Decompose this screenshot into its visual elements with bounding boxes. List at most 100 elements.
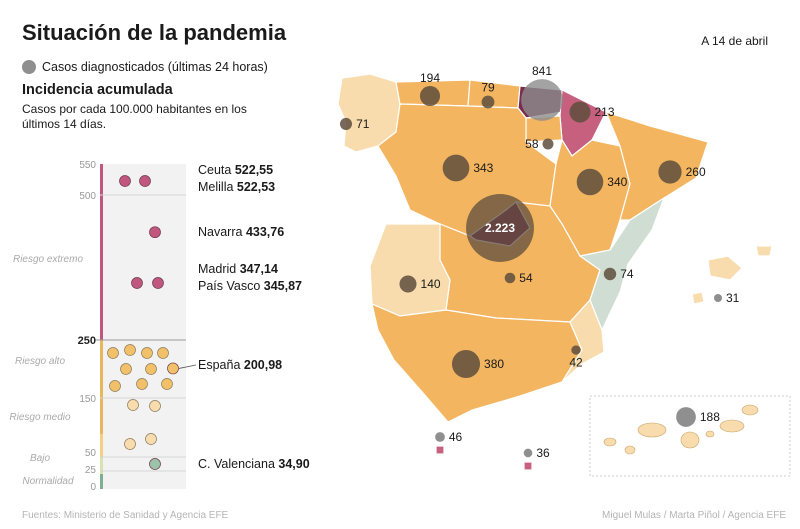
band-low-label: Bajo: [30, 453, 50, 464]
extreme-risk-bar: [100, 164, 103, 340]
tick-550: 550: [79, 160, 96, 171]
region-murcia: [561, 298, 605, 383]
tick-50: 50: [85, 448, 97, 459]
tick-500: 500: [79, 191, 96, 202]
case-bubble: [658, 160, 682, 184]
case-label: 380: [484, 357, 504, 371]
region-dot: [145, 363, 157, 375]
case-label: 54: [519, 271, 533, 285]
island: [637, 422, 667, 438]
incidence-point: [149, 458, 161, 470]
canarias-islands: [603, 404, 759, 455]
case-bubble: [542, 138, 554, 150]
case-label: 194: [420, 71, 440, 85]
credit-note: Miguel Mulas / Marta Piñol / Agencia EFE: [602, 510, 786, 521]
case-bubble: [504, 272, 516, 284]
case-label: 79: [481, 81, 495, 95]
case-label: 213: [595, 105, 615, 119]
case-label: 36: [536, 446, 550, 460]
case-label: 340: [607, 175, 627, 189]
region-dot: [107, 347, 119, 359]
region-dot: [161, 378, 173, 390]
band-extreme-label: Riesgo extremo: [13, 254, 83, 265]
case-bubble: [521, 79, 563, 121]
case-label: 74: [620, 267, 634, 281]
incidence-point: [139, 175, 151, 187]
high-risk-bar: [100, 340, 103, 434]
page-title: Situación de la pandemia: [22, 20, 287, 45]
case-bubble: [576, 168, 604, 196]
band-normal-label: Normalidad: [22, 476, 74, 487]
incidence-point: [149, 226, 161, 239]
island: [624, 445, 636, 455]
region-dot: [157, 347, 169, 359]
case-bubble: [399, 275, 417, 293]
date-label: A 14 de abril: [701, 34, 768, 48]
band-high-label: Riesgo alto: [15, 356, 65, 367]
tick-25: 25: [85, 465, 97, 476]
band-extreme-line-1: Riesgo extremo: [13, 254, 83, 265]
band-medium-label: Riesgo medio: [9, 412, 71, 423]
region-dot: [124, 438, 136, 450]
incidence-label: España 200,98: [198, 358, 282, 372]
scale-background: [100, 164, 186, 489]
incidence-point: [131, 277, 143, 289]
case-bubble: [523, 448, 533, 458]
case-bubble: [435, 432, 445, 442]
case-bubble: [442, 154, 470, 182]
spain-map: 71 194 79 841 213 58 343 340 260 2.223 54 74 31 140 38…: [337, 64, 791, 477]
region-dots: [107, 344, 173, 450]
incidence-point: [167, 362, 179, 375]
normal-bar: [100, 474, 103, 489]
case-label: 2.223: [485, 221, 515, 235]
incidence-label: País Vasco 345,87: [198, 279, 302, 293]
region-dot: [145, 433, 157, 445]
region-dot: [109, 380, 121, 392]
incidence-scale-chart: 550 500 250 150 50 25 0 Riesgo extremo R…: [9, 160, 310, 490]
incidence-point: [119, 175, 131, 187]
incidence-point: [152, 277, 164, 289]
case-bubble: [571, 345, 581, 355]
case-bubble: [676, 407, 696, 427]
island: [603, 437, 617, 447]
island: [741, 404, 759, 416]
incidence-label: Navarra 433,76: [198, 225, 284, 239]
island: [705, 430, 715, 438]
labeled-region-marks: Ceuta 522,55 Melilla 522,53 Navarra 433,76…: [119, 163, 310, 471]
source-note: Fuentes: Ministerio de Sanidad y Agencia…: [22, 510, 229, 521]
region-valencia: [578, 196, 666, 332]
case-bubble: [481, 95, 495, 109]
island: [680, 431, 700, 449]
tick-150: 150: [79, 394, 96, 405]
case-label: 343: [473, 161, 493, 175]
case-label: 71: [356, 117, 370, 131]
cases-legend: Casos diagnosticados (últimas 24 horas): [22, 60, 268, 74]
incidence-label: Madrid 347,14: [198, 262, 278, 276]
case-bubble: [713, 293, 723, 303]
case-label: 58: [525, 137, 539, 151]
region-baleares: [691, 245, 773, 305]
region-dot: [149, 400, 161, 412]
ceuta-marker: [435, 445, 445, 455]
case-label: 260: [686, 165, 706, 179]
case-label: 188: [700, 410, 720, 424]
case-bubble: [339, 117, 353, 131]
island: [719, 419, 745, 433]
tick-250: 250: [78, 335, 96, 347]
incidence-label: Ceuta 522,55: [198, 163, 273, 177]
region-extremadura: [369, 223, 451, 317]
incidence-title: Incidencia acumulada: [22, 82, 173, 98]
case-bubble: [451, 349, 481, 379]
incidence-subtitle: Casos por cada 100.000 habitantes en los…: [22, 102, 247, 131]
case-label: 841: [532, 64, 552, 78]
melilla-marker: [523, 461, 533, 471]
case-label: 46: [449, 430, 463, 444]
region-aragon: [549, 138, 631, 257]
case-bubble: [603, 267, 617, 281]
case-label: 31: [726, 291, 740, 305]
region-dot: [127, 399, 139, 411]
case-bubble: [466, 194, 534, 262]
cases-legend-label: Casos diagnosticados (últimas 24 horas): [42, 60, 268, 74]
low-risk-bar: [100, 458, 103, 474]
incidence-label: C. Valenciana 34,90: [198, 457, 310, 471]
